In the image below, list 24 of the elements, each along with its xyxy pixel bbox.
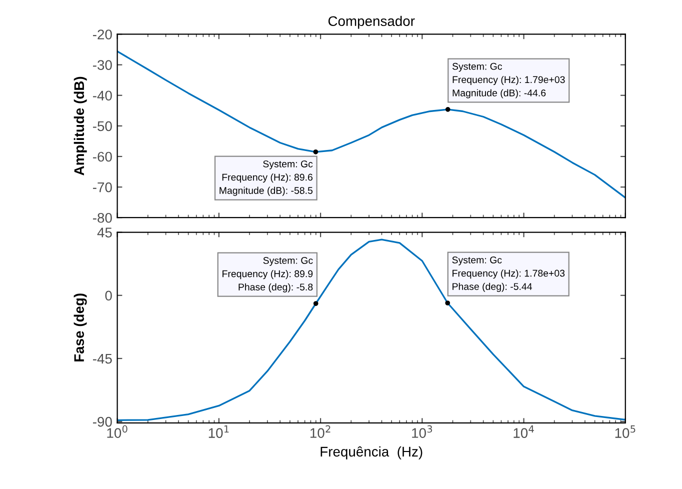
annotation: System: Gc Frequency (Hz): 1.79e+03 Magnitude (dB): -44.6	[452, 62, 565, 98]
x-tick-label: 10$^{2}$	[310, 425, 330, 438]
y-tick-label: -20	[92, 30, 112, 40]
y-tick-label: -70	[92, 182, 112, 192]
y-tick-label: -45	[92, 354, 112, 364]
y-tick-label: -50	[92, 121, 112, 132]
x-axis-title: Frequência (Hz)	[320, 446, 422, 460]
y-axis-title: Fase (deg)	[74, 294, 87, 362]
x-tick-label: 10$^{3}$	[412, 425, 432, 438]
y-tick-label: -30	[92, 60, 112, 70]
y-tick-label: -60	[92, 152, 112, 162]
x-tick-label: 10$^{5}$	[615, 425, 636, 438]
y-tick-label: -40	[92, 90, 112, 101]
y-tick-label: 45	[97, 228, 112, 238]
x-tick-label: 10$^{1}$	[208, 425, 229, 438]
y-tick-label: -80	[92, 212, 112, 223]
y-tick-label: -90	[92, 416, 112, 427]
annotation: System: Gc Frequency (Hz): 89.9 Phase (deg): -5.8	[222, 257, 313, 292]
chart-title: Compensador	[328, 16, 415, 29]
annotation: System: Gc Frequency (Hz): 89.6 Magnitude (dB): -58.5	[220, 160, 313, 196]
x-tick-label: 10$^{4}$	[514, 425, 534, 438]
annotation: System: Gc Frequency (Hz): 1.78e+03 Phase (deg): -5.44	[452, 256, 565, 292]
y-tick-label: 0	[105, 290, 112, 301]
y-axis-title: Amplitude (dB)	[74, 76, 87, 176]
